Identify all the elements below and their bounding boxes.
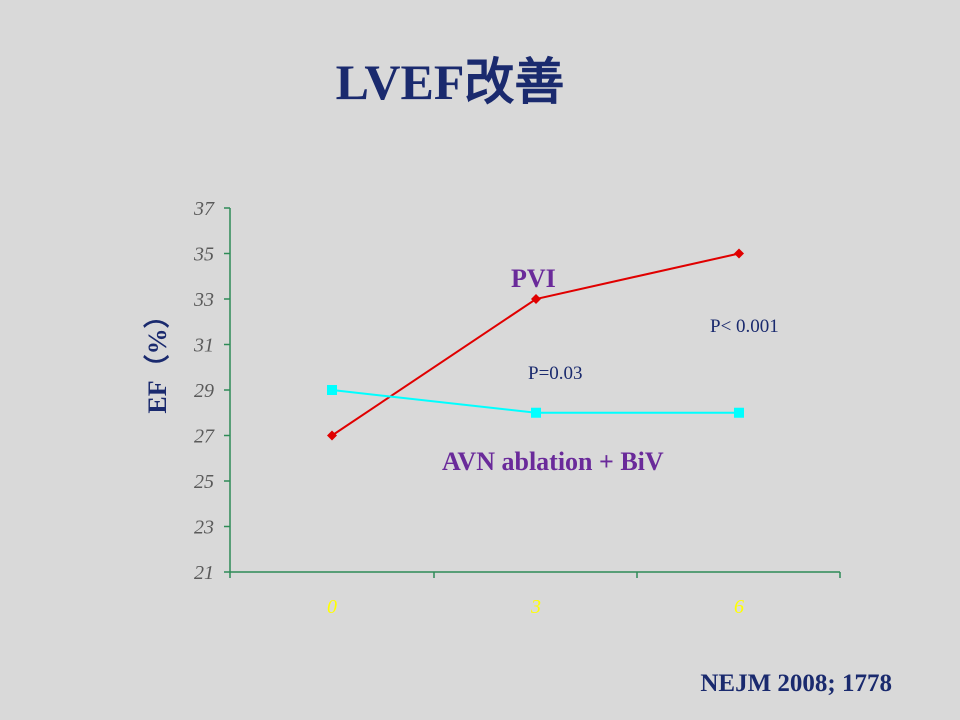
series-label-pvi: PVI — [511, 264, 556, 293]
series-label-avn-ablation-biv: AVN ablation + BiV — [442, 447, 664, 476]
x-tick-label: 3 — [530, 596, 541, 618]
x-tick-label: 6 — [734, 596, 744, 618]
data-point-pvi — [734, 248, 744, 259]
data-point-avn-ablation-biv — [734, 407, 744, 418]
data-point-pvi — [531, 294, 541, 304]
y-tick-label: 25 — [194, 471, 214, 493]
y-tick-label: 27 — [194, 426, 215, 448]
data-point-avn-ablation-biv — [531, 407, 541, 418]
y-tick-label: 37 — [193, 198, 215, 220]
slide-title: LVEF改善 — [335, 54, 565, 110]
y-axis-label: EF（%） — [143, 302, 172, 413]
chart-ticks: 21 23 25 27 29 31 33 35 37 0 3 6 — [193, 198, 841, 618]
p-value-annotation-pvi: P< 0.001 — [710, 316, 779, 337]
y-tick-label: 31 — [193, 335, 214, 357]
x-tick-label: 0 — [327, 596, 337, 618]
data-point-pvi — [327, 430, 337, 441]
citation: NEJM 2008; 1778 — [700, 670, 892, 697]
y-tick-label: 35 — [193, 244, 214, 266]
data-point-avn-ablation-biv — [327, 385, 337, 395]
chart-series — [327, 248, 744, 441]
y-tick-label: 33 — [193, 289, 214, 311]
chart-axes — [229, 208, 840, 573]
p-value-annotation-avn: P=0.03 — [528, 363, 583, 384]
y-tick-label: 21 — [194, 562, 214, 584]
y-tick-label: 29 — [194, 380, 214, 402]
y-tick-label: 23 — [194, 517, 214, 539]
